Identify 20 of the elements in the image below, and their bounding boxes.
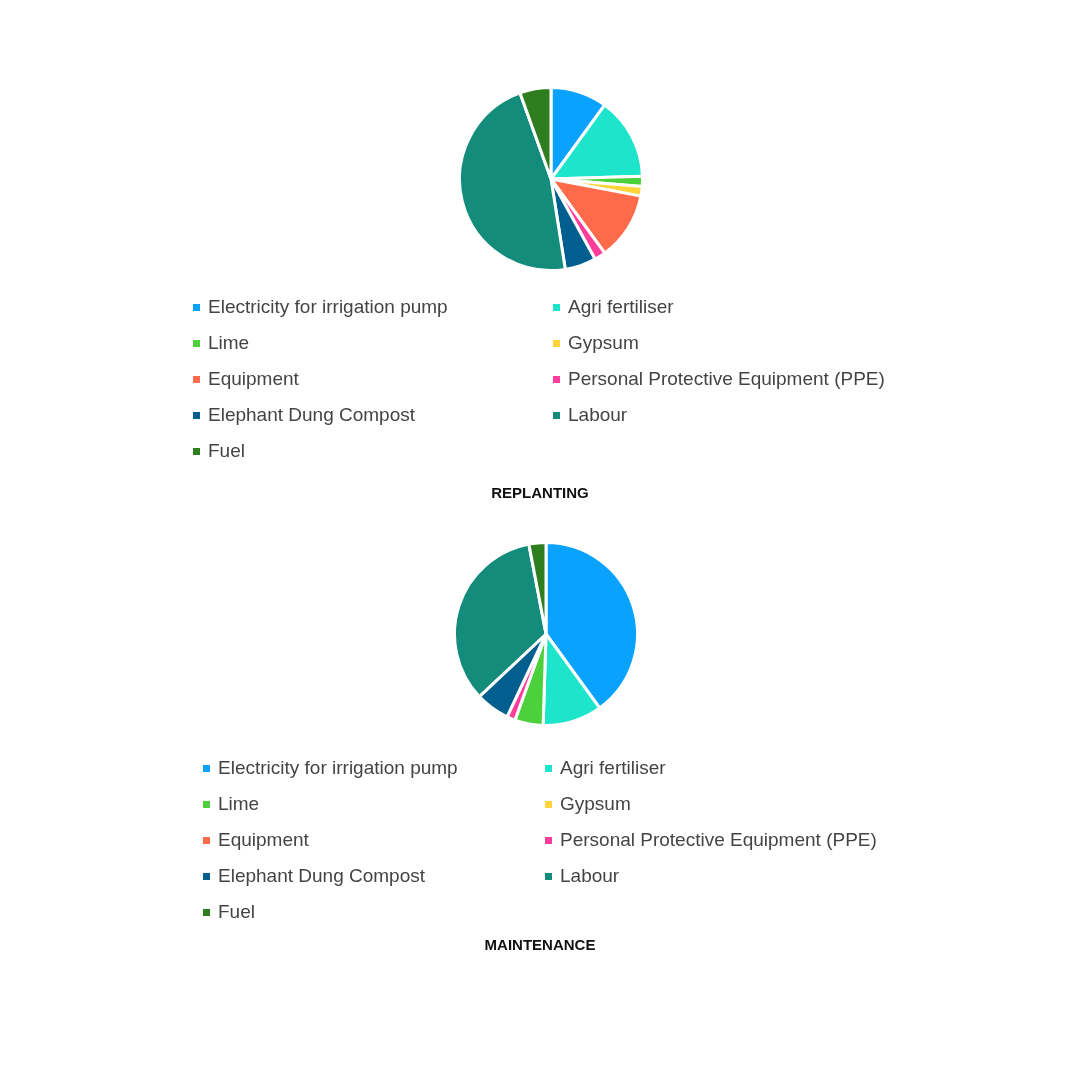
legend-label: Electricity for irrigation pump bbox=[218, 757, 458, 779]
legend-label: Lime bbox=[208, 332, 250, 354]
legend-label: Labour bbox=[560, 865, 620, 887]
legend-label: Electricity for irrigation pump bbox=[208, 296, 448, 318]
legend-label: Personal Protective Equipment (PPE) bbox=[568, 368, 885, 390]
legend-label: Lime bbox=[218, 793, 260, 815]
legend-label: Equipment bbox=[218, 829, 309, 851]
legend-label: Agri fertiliser bbox=[560, 757, 666, 779]
legend-label: Gypsum bbox=[560, 793, 631, 815]
legend-label: Fuel bbox=[218, 901, 255, 923]
text: REPLANTING bbox=[490, 484, 590, 501]
legend-label: Elephant Dung Compost bbox=[208, 404, 416, 426]
text: MAINTENANCE bbox=[483, 936, 597, 953]
legend-label: Labour bbox=[568, 404, 628, 426]
legend-label: Fuel bbox=[208, 440, 245, 462]
legend-label: Agri fertiliser bbox=[568, 296, 674, 318]
legend-label: Personal Protective Equipment (PPE) bbox=[560, 829, 877, 851]
legend-label: Elephant Dung Compost bbox=[218, 865, 426, 887]
legend-label: Equipment bbox=[208, 368, 299, 390]
legend-label: Gypsum bbox=[568, 332, 639, 354]
